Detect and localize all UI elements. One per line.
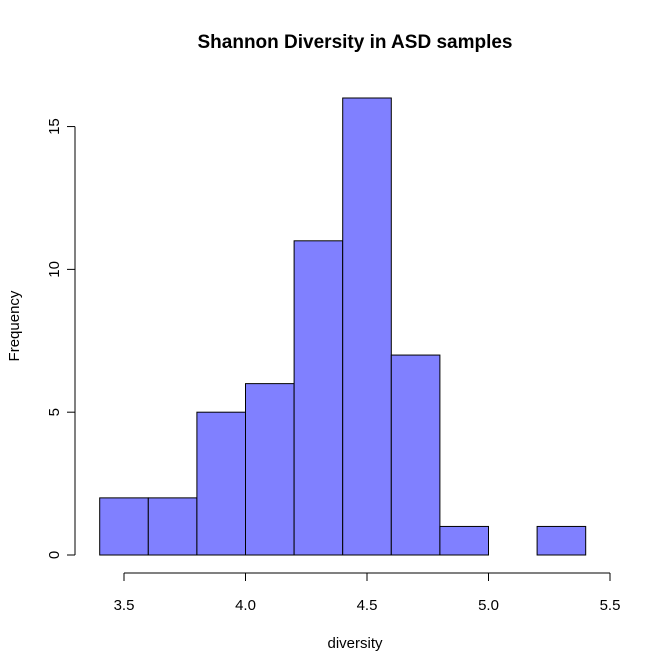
histogram-bar-3 <box>245 383 295 556</box>
histogram-bar-4 <box>293 240 344 556</box>
y-tick-label-0: 0 <box>46 551 63 559</box>
x-tick-label-0: 3.5 <box>114 597 135 614</box>
y-axis-label: Frequency <box>6 290 23 361</box>
x-axis-label: diversity <box>327 635 383 652</box>
histogram-bar-7 <box>439 525 489 556</box>
chart-title: Shannon Diversity in ASD samples <box>198 32 513 53</box>
histogram-bar-0 <box>99 497 149 556</box>
x-tick-label-1: 4.0 <box>235 597 256 614</box>
x-tick-label-4: 5.5 <box>600 597 621 614</box>
histogram-bar-5 <box>342 97 392 556</box>
y-tick-label-3: 15 <box>46 118 63 135</box>
x-axis: 3.5 4.0 4.5 5.0 5.5 <box>114 572 621 614</box>
x-tick-label-2: 4.5 <box>357 597 378 614</box>
histogram-bar-9 <box>536 525 587 556</box>
x-tick-label-3: 5.0 <box>478 597 499 614</box>
y-axis: 0 5 10 15 <box>46 118 76 559</box>
histogram-bar-6 <box>390 354 441 556</box>
histogram-bar-1 <box>147 497 198 556</box>
y-tick-label-2: 10 <box>46 261 63 278</box>
y-tick-label-1: 5 <box>46 408 63 416</box>
histogram-bar-2 <box>196 411 246 556</box>
bars-group <box>99 97 587 556</box>
